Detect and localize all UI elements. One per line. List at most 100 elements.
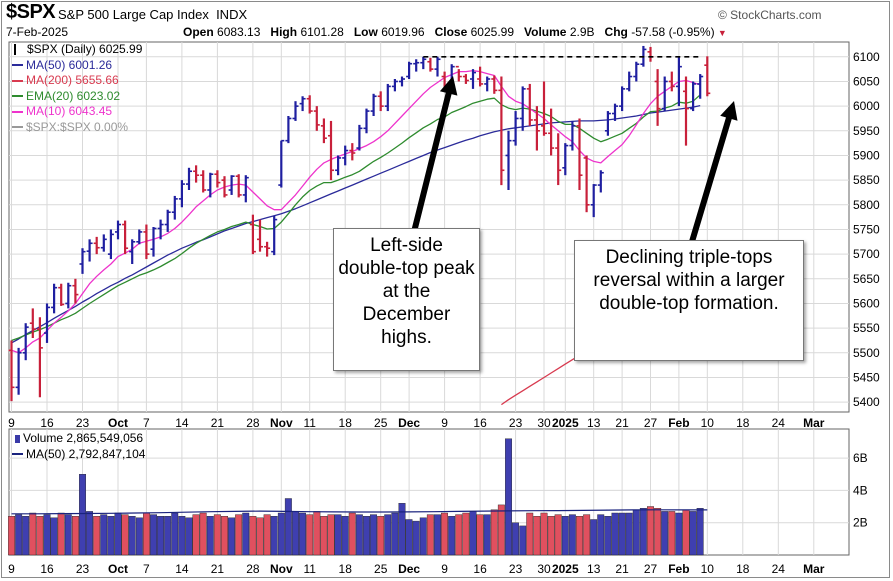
price-tick-label: 5800 xyxy=(853,198,880,212)
date-label: 27 xyxy=(644,416,658,430)
volume-bar xyxy=(554,514,562,556)
close-value: 6025.99 xyxy=(470,25,515,39)
price-bar xyxy=(626,71,633,92)
price-tick-label: 5500 xyxy=(853,346,880,360)
date-label: 16 xyxy=(473,562,487,576)
price-bar xyxy=(675,56,682,107)
price-bar xyxy=(420,56,427,70)
annotation-left-side-double-top: Left-side double-top peak at the Decembe… xyxy=(333,228,480,371)
price-bar xyxy=(654,69,661,126)
price-bar xyxy=(29,308,36,338)
price-bar xyxy=(377,91,384,112)
volume-bar xyxy=(171,512,179,556)
volume-bar xyxy=(277,512,285,556)
volume-bar xyxy=(639,508,647,556)
price-bar xyxy=(455,65,462,82)
legend-label: EMA(20) 6023.02 xyxy=(26,88,121,103)
volume-bar xyxy=(519,525,527,556)
volume-bar xyxy=(71,516,79,556)
date-label: 9 xyxy=(441,562,448,576)
volume-bar xyxy=(455,514,463,556)
date-label: 23 xyxy=(76,416,90,430)
volume-bar xyxy=(540,512,548,556)
symbol-description: S&P 500 Large Cap Index INDX xyxy=(58,7,247,22)
price-bar xyxy=(292,101,299,121)
price-tick-label: 5750 xyxy=(853,222,880,236)
date-label: 7 xyxy=(143,562,150,576)
open-label: Open xyxy=(183,25,214,39)
volume-bar xyxy=(490,509,498,556)
price-tick-label: 5600 xyxy=(853,296,880,310)
price-tick-label: 6000 xyxy=(853,99,880,113)
date-label: 21 xyxy=(615,562,629,576)
date-label: 9 xyxy=(8,562,15,576)
date-label: 16 xyxy=(40,562,54,576)
volume-bar xyxy=(434,514,441,556)
date-label: 30 xyxy=(537,562,551,576)
volume-legend-entry: MA(50) 2,792,847,104 xyxy=(12,447,145,463)
volume-bar xyxy=(604,516,612,556)
high-label: High xyxy=(270,25,298,39)
volume-bar xyxy=(213,514,221,556)
price-bar xyxy=(299,96,306,112)
volume-bar xyxy=(419,517,427,556)
price-bar xyxy=(548,108,555,156)
date-label: 23 xyxy=(509,562,523,576)
ema20-line xyxy=(11,94,701,342)
price-tick-label: 5650 xyxy=(853,272,880,286)
volume-bar xyxy=(632,509,640,556)
price-bar xyxy=(683,76,689,146)
price-bar xyxy=(44,303,50,343)
volume-bar xyxy=(306,514,314,556)
price-bar xyxy=(313,106,320,131)
legend-entry: $SPX:$SPX 0.00% xyxy=(12,120,142,136)
description-text: S&P 500 Large Cap Index xyxy=(58,7,209,22)
date-label: 23 xyxy=(76,562,90,576)
volume-legend-entry: Volume 2,865,549,056 xyxy=(12,431,145,447)
volume-bar xyxy=(363,516,370,556)
arrow-head xyxy=(720,101,738,121)
price-bar xyxy=(533,106,540,151)
volume-legend-label: Volume 2,865,549,056 xyxy=(23,431,144,445)
price-bar xyxy=(221,176,228,198)
volume-bar xyxy=(235,514,243,556)
low-label: Low xyxy=(353,25,378,39)
legend-swatch-icon xyxy=(12,79,23,82)
volume-bar xyxy=(661,511,669,556)
volume-bar xyxy=(206,516,214,556)
price-bar xyxy=(690,81,697,112)
volume-bar xyxy=(121,514,129,556)
volume-bar xyxy=(228,517,236,556)
price-bar xyxy=(249,214,256,255)
date-label: 16 xyxy=(40,416,54,430)
price-bar xyxy=(36,317,43,398)
price-bar xyxy=(413,59,420,72)
price-bar xyxy=(526,83,533,126)
price-bar xyxy=(51,283,58,314)
volume-bar xyxy=(597,514,605,556)
price-tick-label: 5400 xyxy=(853,395,880,409)
ma10-line xyxy=(11,69,701,354)
volume-bar xyxy=(341,516,349,556)
arrow-shaft xyxy=(411,90,452,235)
date-label: Feb xyxy=(668,416,689,430)
volume-bar xyxy=(242,512,250,556)
arrow-head xyxy=(439,76,458,96)
down-arrow-icon: ▼ xyxy=(717,28,727,38)
date-label: Oct xyxy=(108,416,128,430)
volume-bar xyxy=(398,503,406,556)
volume-bar xyxy=(426,514,434,556)
price-bar xyxy=(320,118,327,144)
date-label: 28 xyxy=(246,416,260,430)
price-bar xyxy=(484,76,491,92)
price-bar xyxy=(58,283,65,306)
volume-bar xyxy=(57,512,65,556)
volume-bar xyxy=(221,516,229,556)
legend-label: MA(50) 6001.26 xyxy=(26,57,113,72)
price-bar xyxy=(384,83,391,112)
legend-swatch-icon xyxy=(14,44,24,56)
price-bar xyxy=(399,76,405,87)
legend-entry: MA(10) 6043.45 xyxy=(12,104,142,120)
price-bar xyxy=(107,229,114,260)
date-label: 7 xyxy=(143,416,150,430)
